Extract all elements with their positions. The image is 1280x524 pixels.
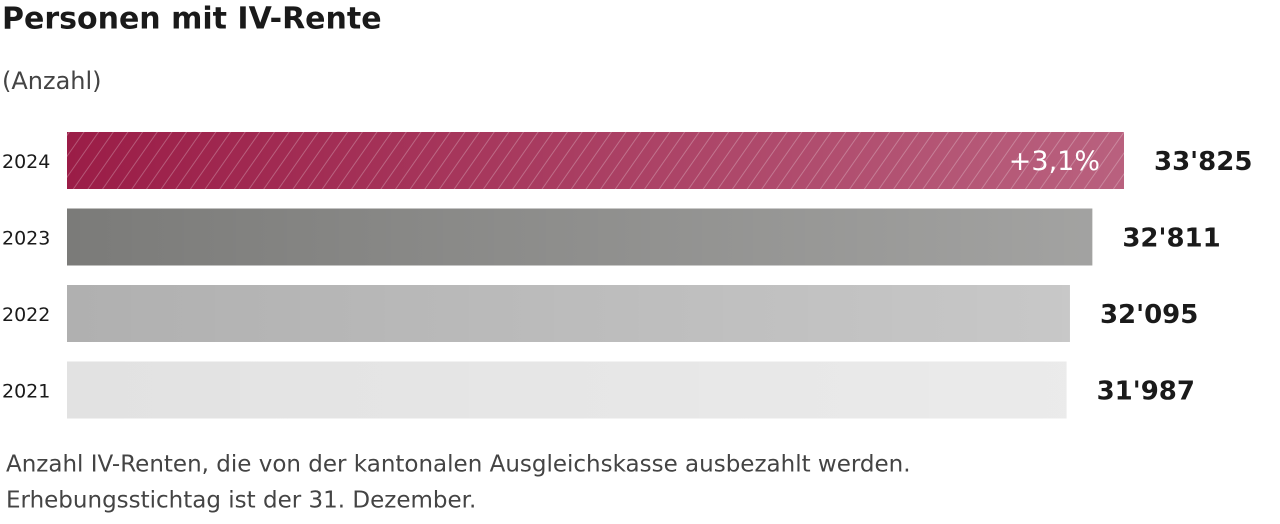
bar-sheen	[67, 361, 1067, 419]
value-label: 31'987	[1097, 377, 1195, 407]
chart-title: Personen mit IV-Rente	[2, 2, 382, 37]
change-annotation: +3,1%	[1009, 146, 1100, 177]
category-label: 2024	[2, 151, 50, 173]
category-label: 2022	[2, 304, 50, 326]
footnote: Erhebungsstichtag ist der 31. Dezember.	[6, 488, 476, 514]
value-label: 32'095	[1100, 300, 1198, 330]
value-label: 33'825	[1154, 147, 1252, 177]
category-label: 2021	[2, 381, 50, 403]
category-label: 2023	[2, 228, 50, 250]
bar-sheen	[67, 208, 1093, 266]
chart-subtitle: (Anzahl)	[2, 67, 102, 95]
bar-hatch	[67, 132, 1124, 189]
footnote: Anzahl IV-Renten, die von der kantonalen…	[6, 452, 911, 478]
bar-sheen	[67, 285, 1070, 342]
value-label: 32'811	[1122, 224, 1220, 254]
